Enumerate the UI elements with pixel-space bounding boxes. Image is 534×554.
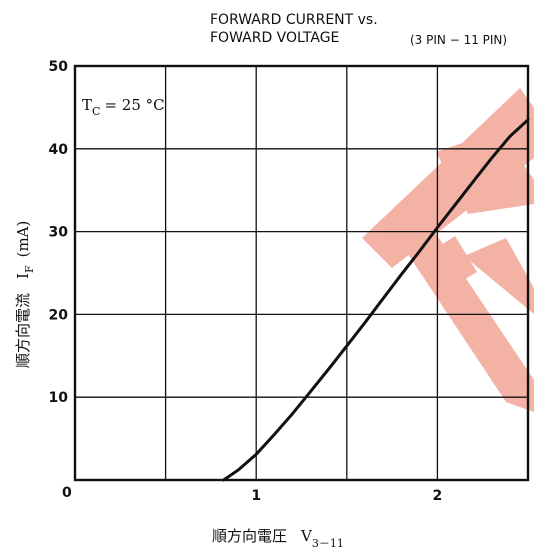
x-tick-label: 2 <box>433 488 443 504</box>
x-tick-label: 1 <box>251 488 261 504</box>
y-tick-label: 20 <box>49 307 69 323</box>
y-tick-label: 30 <box>49 225 69 241</box>
chart-title-line2: FOWARD VOLTAGE <box>210 30 339 46</box>
y-tick-label: 40 <box>49 142 69 158</box>
temperature-annotation: TC = 25 °C <box>82 96 165 118</box>
series-line-forward-current <box>222 118 530 482</box>
x-tick-label: 0 <box>62 485 72 501</box>
y-tick-label: 10 <box>49 390 69 406</box>
grid-lines <box>75 66 528 480</box>
y-axis-label: 順方向電流IF(mA) <box>14 221 36 368</box>
tick-labels: 0 1 2 10 20 30 40 50 <box>49 59 443 504</box>
watermark-stamp <box>362 88 534 412</box>
y-tick-label: 50 <box>49 59 69 75</box>
chart-title-line1: FORWARD CURRENT vs. <box>210 12 378 28</box>
x-axis-label: 順方向電圧 V3－11 <box>212 527 344 550</box>
chart-subtitle: (3 PIN − 11 PIN) <box>410 33 507 47</box>
plot-frame <box>73 64 530 482</box>
